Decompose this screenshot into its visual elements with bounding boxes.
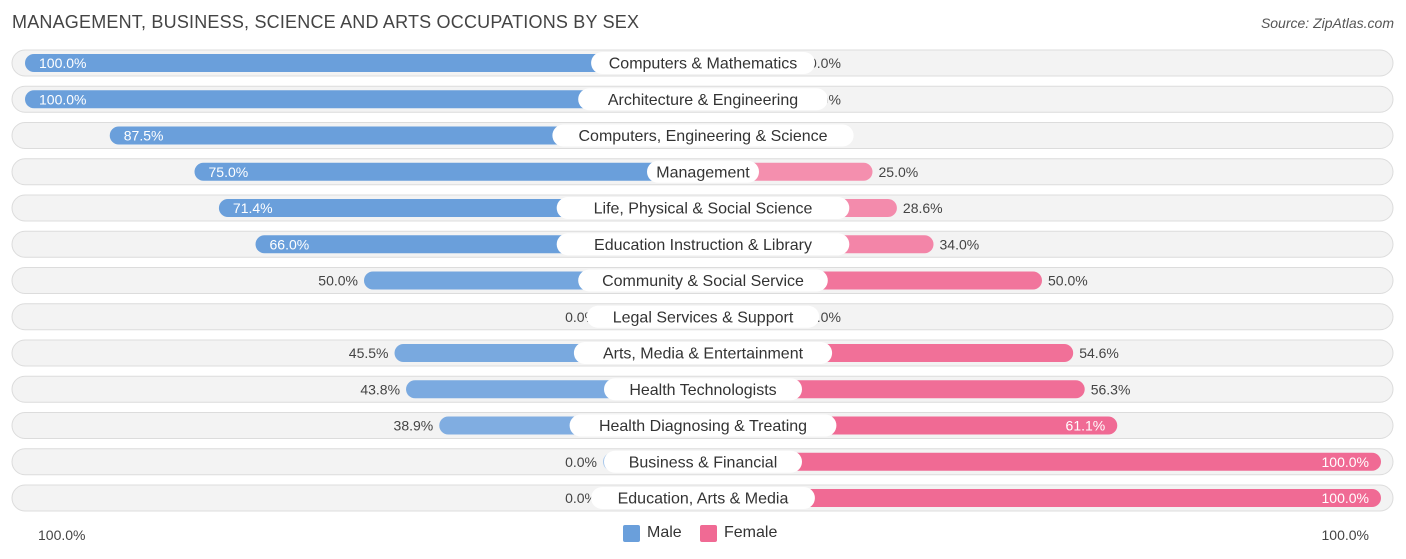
legend-label-male: Male xyxy=(647,524,682,541)
bar-male xyxy=(25,54,703,72)
category-label-background xyxy=(573,342,833,364)
category-label: Legal Services & Support xyxy=(613,309,794,326)
category-label: Business & Financial xyxy=(629,454,778,471)
category-label-background xyxy=(604,378,802,401)
source-label: Source: ZipAtlas.com xyxy=(1260,15,1394,31)
value-label-male: 0.0% xyxy=(565,454,597,470)
category-label: Life, Physical & Social Science xyxy=(594,201,813,218)
value-label-male: 45.5% xyxy=(349,345,389,361)
legend: Male Female xyxy=(0,524,1406,546)
axis-left-label: 100.0% xyxy=(38,527,86,543)
category-label-background xyxy=(569,414,837,437)
category-label: Education Instruction & Library xyxy=(594,237,812,254)
axis-right-label: 100.0% xyxy=(1321,527,1369,543)
value-label-male: 43.8% xyxy=(360,381,400,397)
value-label-female: 56.3% xyxy=(1091,381,1131,397)
category-label: Management xyxy=(656,164,750,181)
bar-male xyxy=(194,162,703,181)
diverging-bar-chart: 100.0% 0.0% Computers & Mathematics 100.0% 0… xyxy=(11,49,1394,512)
bar-male xyxy=(25,90,703,109)
value-label-male: 66.0% xyxy=(270,236,310,252)
category-label: Architecture & Engineering xyxy=(608,92,798,109)
category-label-background xyxy=(578,88,828,111)
value-label-female: 25.0% xyxy=(879,164,919,180)
value-label-female: 50.0% xyxy=(1048,273,1088,289)
category-label: Health Diagnosing & Treating xyxy=(599,418,807,435)
category-label-background xyxy=(647,160,759,183)
legend-swatch-female xyxy=(700,524,717,542)
category-label: Computers, Engineering & Science xyxy=(578,128,827,145)
category-label-background xyxy=(578,269,828,292)
value-label-female: 28.6% xyxy=(903,200,943,216)
chart-title: MANAGEMENT, BUSINESS, SCIENCE AND ARTS O… xyxy=(12,12,640,32)
value-label-female: 100.0% xyxy=(1322,454,1369,470)
category-label-background xyxy=(552,124,854,147)
category-label-background xyxy=(591,52,815,74)
category-label-background xyxy=(604,450,802,473)
value-label-female: 61.1% xyxy=(1066,418,1106,434)
category-label: Community & Social Service xyxy=(602,273,804,290)
value-label-male: 100.0% xyxy=(39,55,86,71)
value-label-male: 0.0% xyxy=(565,490,597,506)
value-label-male: 50.0% xyxy=(318,273,358,289)
value-label-male: 71.4% xyxy=(233,200,273,216)
category-label: Health Technologists xyxy=(629,382,776,399)
legend-swatch-male xyxy=(623,524,640,542)
bar-female xyxy=(703,489,1381,507)
legend-item-male: Male xyxy=(623,524,682,542)
category-label-background xyxy=(556,233,850,256)
value-label-male: 38.9% xyxy=(394,418,434,434)
category-label: Computers & Mathematics xyxy=(609,56,798,73)
value-label-female: 54.6% xyxy=(1079,345,1119,361)
category-label: Education, Arts & Media xyxy=(618,491,789,508)
bar-female xyxy=(703,452,1381,471)
category-label-background xyxy=(556,197,850,219)
legend-item-female: Female xyxy=(700,524,777,542)
value-label-female: 100.0% xyxy=(1322,490,1369,506)
category-label-background xyxy=(586,305,820,328)
value-label-male: 87.5% xyxy=(124,128,164,144)
value-label-female: 34.0% xyxy=(940,236,980,252)
category-label-background xyxy=(591,487,815,509)
value-label-female: 0.0% xyxy=(809,55,841,71)
value-label-male: 75.0% xyxy=(209,164,249,180)
value-label-male: 100.0% xyxy=(39,91,86,107)
category-label: Arts, Media & Entertainment xyxy=(603,346,804,363)
legend-label-female: Female xyxy=(724,524,778,541)
